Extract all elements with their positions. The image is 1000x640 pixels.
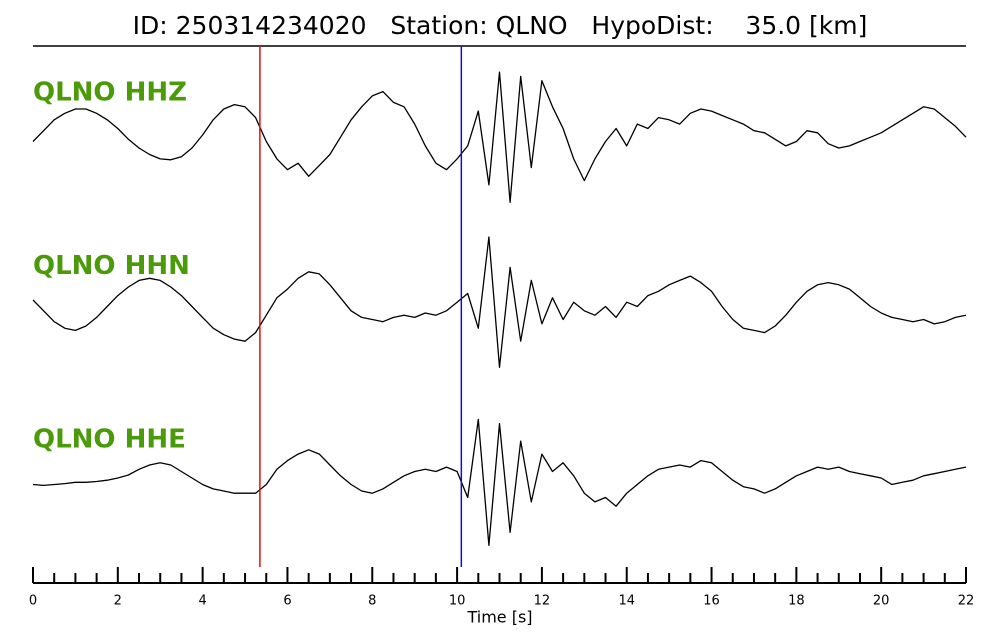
trace-label: QLNO HHE <box>33 425 186 455</box>
x-tick-label: 20 <box>873 594 890 609</box>
x-tick-label: 16 <box>703 594 720 609</box>
trace <box>32 71 967 203</box>
x-tick-label: 12 <box>534 594 551 609</box>
x-tick-label: 6 <box>283 594 291 609</box>
chart-title: ID: 250314234020 Station: QLNO HypoDist:… <box>133 11 868 40</box>
trace-label: QLNO HHZ <box>33 77 187 107</box>
x-axis-label: Time [s] <box>466 608 532 627</box>
x-tick-label: 2 <box>114 594 122 609</box>
x-tick-label: 8 <box>368 594 376 609</box>
x-tick-label: 10 <box>449 594 466 609</box>
x-tick-label: 22 <box>958 594 975 609</box>
trace <box>32 236 967 368</box>
trace-label: QLNO HHN <box>33 251 190 281</box>
x-tick-label: 18 <box>788 594 805 609</box>
x-tick-label: 4 <box>198 594 206 609</box>
x-tick-label: 0 <box>29 594 37 609</box>
x-tick-label: 14 <box>618 594 635 609</box>
trace <box>32 418 967 546</box>
